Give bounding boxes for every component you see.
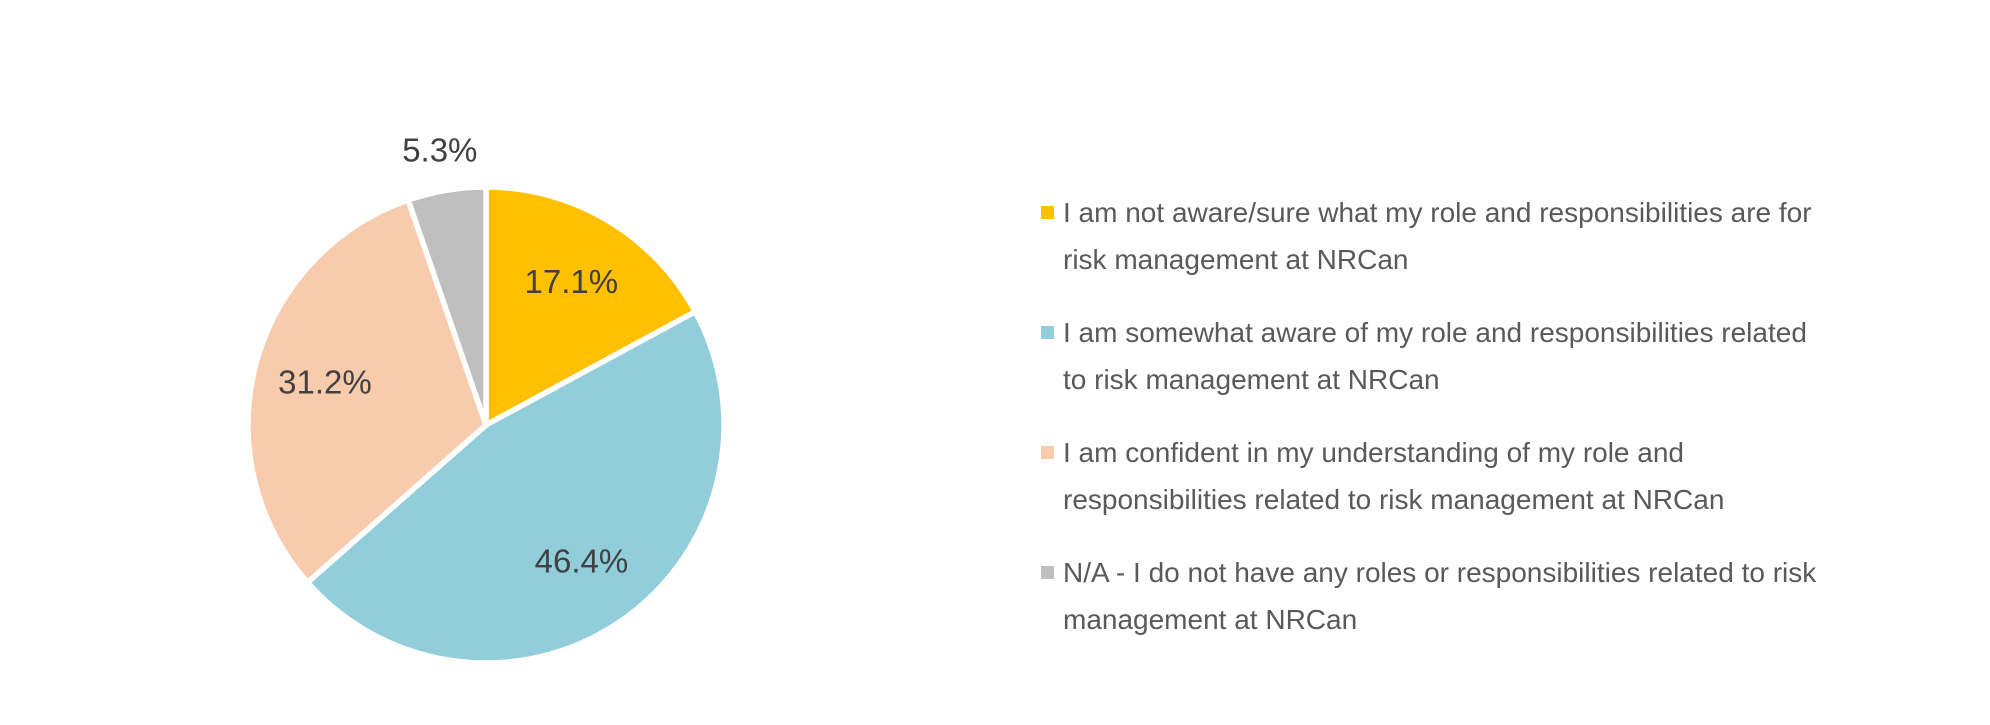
legend-item: N/A - I do not have any roles or respons… bbox=[1041, 549, 1976, 643]
legend-item: I am confident in my understanding of my… bbox=[1041, 429, 1976, 523]
legend-swatch-confident bbox=[1041, 446, 1054, 459]
pie-slice-3 bbox=[405, 184, 489, 428]
pie-slice-2 bbox=[245, 197, 489, 586]
pie-slice-label-1: 46.4% bbox=[535, 543, 629, 580]
legend-label-somewhat-aware: I am somewhat aware of my role and respo… bbox=[1063, 317, 1807, 395]
chart-legend: I am not aware/sure what my role and res… bbox=[1041, 189, 1976, 669]
pie-slice-label-3: 5.3% bbox=[402, 131, 477, 168]
legend-item: I am not aware/sure what my role and res… bbox=[1041, 189, 1976, 283]
pie-slice-label-0: 17.1% bbox=[525, 263, 619, 300]
pie-slice-label-2: 31.2% bbox=[278, 364, 372, 401]
legend-label-not-aware: I am not aware/sure what my role and res… bbox=[1063, 197, 1812, 275]
legend-item: I am somewhat aware of my role and respo… bbox=[1041, 309, 1976, 403]
legend-label-na: N/A - I do not have any roles or respons… bbox=[1063, 557, 1817, 635]
pie-slice-0 bbox=[483, 184, 699, 428]
pie-slice-1 bbox=[304, 308, 727, 666]
legend-swatch-na bbox=[1041, 566, 1054, 579]
legend-swatch-somewhat-aware bbox=[1041, 326, 1054, 339]
legend-swatch-not-aware bbox=[1041, 206, 1054, 219]
legend-label-confident: I am confident in my understanding of my… bbox=[1063, 437, 1725, 515]
